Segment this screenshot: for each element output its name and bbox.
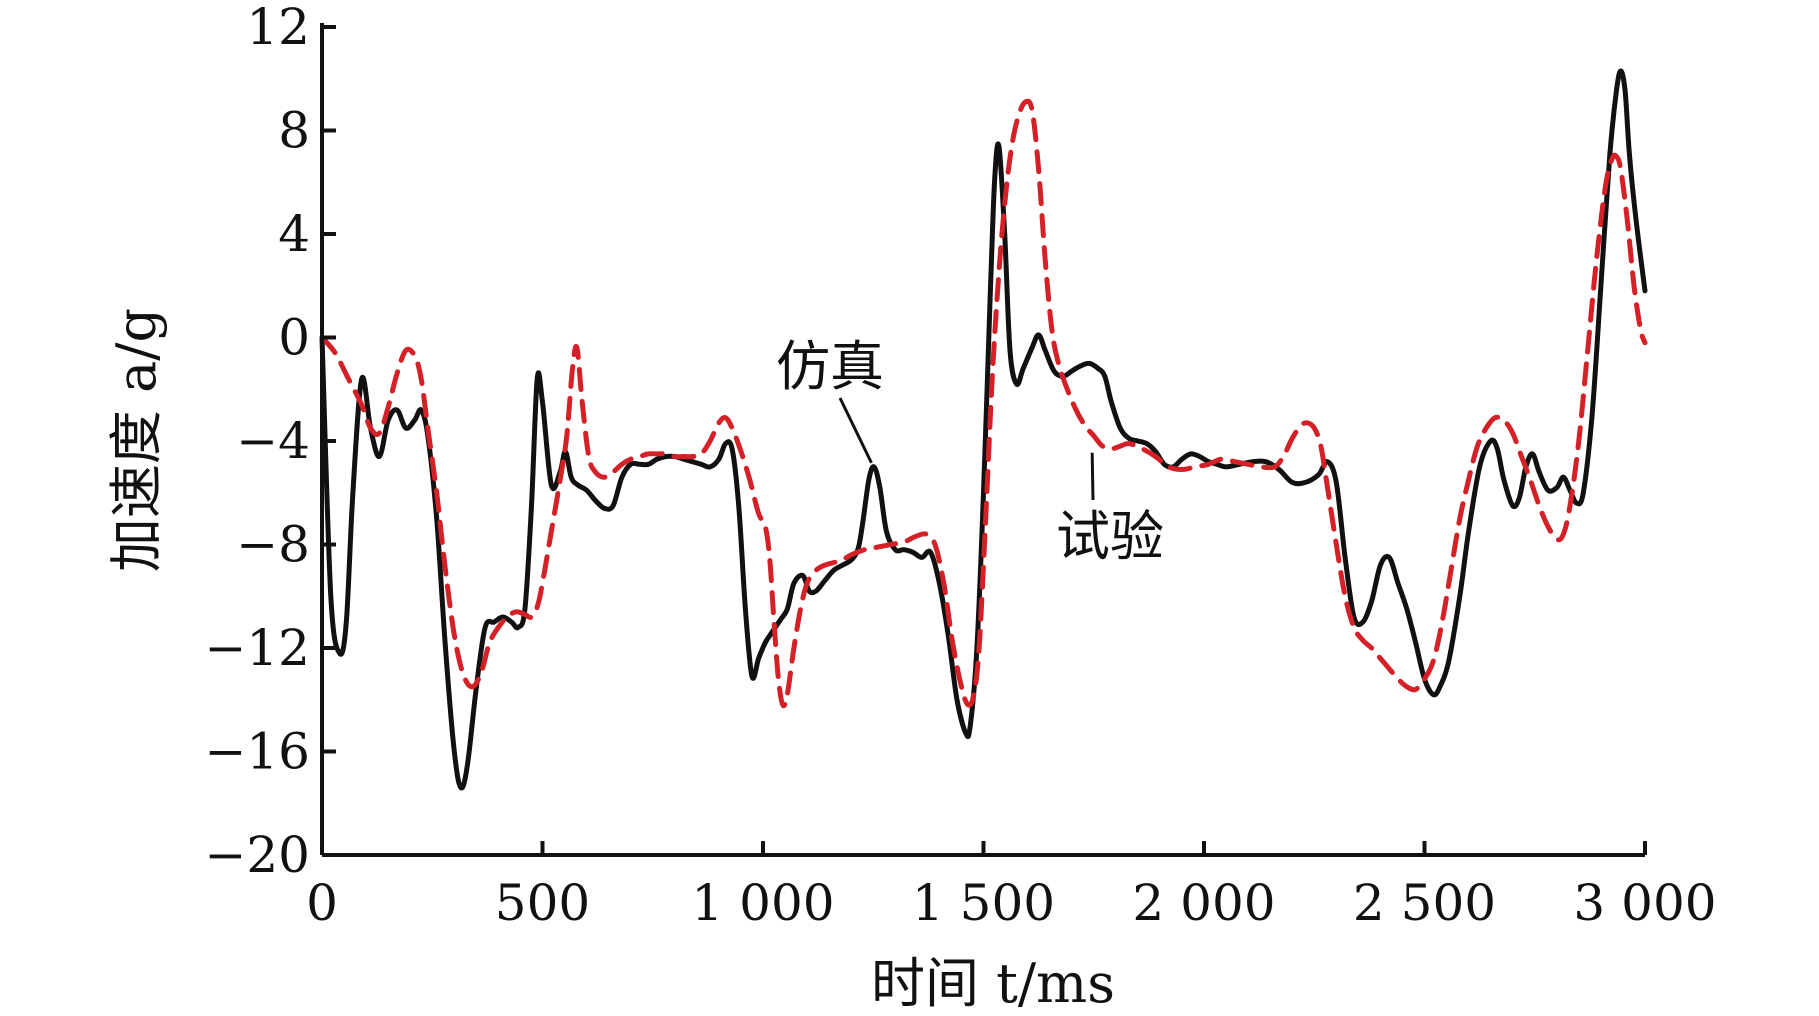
x-tick-label: 0 [306, 874, 338, 932]
x-tick-label: 2 000 [1132, 874, 1275, 932]
series-line-test [319, 98, 1648, 709]
annotation-label-test: 试验 [1056, 505, 1164, 568]
y-tick-label: 8 [278, 102, 310, 160]
y-tick-label: −16 [204, 723, 310, 781]
y-tick-label: −20 [204, 826, 310, 884]
annotation-label-simulation: 仿真 [776, 335, 884, 398]
y-tick-label: 0 [278, 309, 310, 367]
annotation-leader-simulation [838, 397, 873, 464]
y-tick-label: 4 [278, 205, 310, 263]
y-axis-title: 加速度 a/g [105, 308, 168, 572]
series-line-simulation [319, 68, 1648, 791]
x-tick-label: 500 [495, 874, 590, 932]
x-tick-label: 3 000 [1573, 874, 1716, 932]
y-tick-label: −4 [236, 412, 310, 470]
annotation-leader-test [1090, 452, 1095, 501]
series-layer [319, 68, 1648, 791]
y-tick-label: 12 [246, 0, 310, 56]
y-tick-label: −12 [204, 619, 310, 677]
x-axis-title: 时间 t/ms [871, 952, 1115, 1015]
x-tick-label: 1 000 [691, 874, 834, 932]
ticks-layer: 0 500 1 000 1 500 2 000 2 500 3 000 −20 −16 −12 −8… [204, 0, 1716, 932]
x-tick-label: 1 500 [912, 874, 1055, 932]
y-tick-label: −8 [236, 516, 310, 574]
x-tick-label: 2 500 [1353, 874, 1496, 932]
